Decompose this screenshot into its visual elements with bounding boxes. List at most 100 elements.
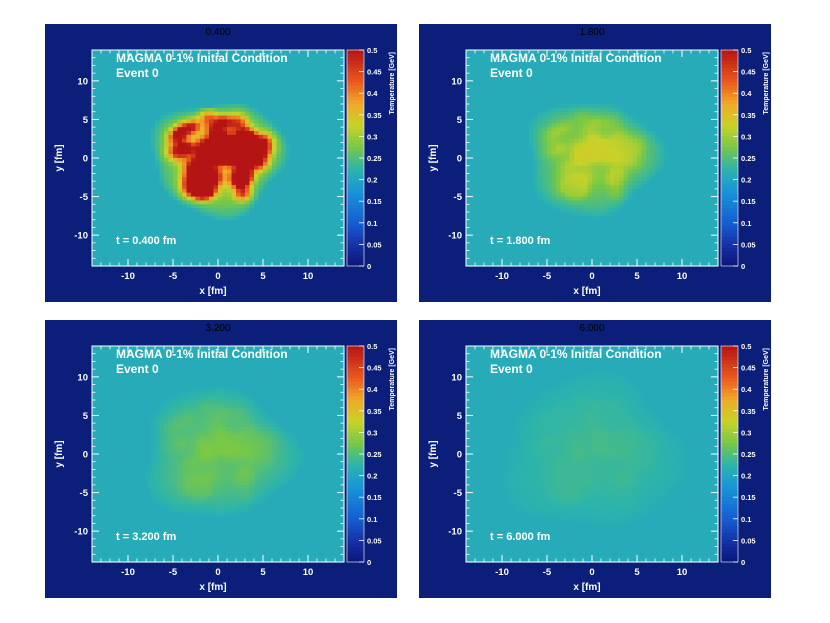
heatmap-cell [218, 146, 224, 151]
heatmap-cell [114, 235, 120, 240]
heatmap-cell [191, 173, 197, 178]
heatmap-cell [96, 119, 102, 124]
heatmap-cell [114, 69, 120, 74]
heatmap-cell [547, 239, 553, 244]
heatmap-cell [502, 131, 508, 136]
heatmap-cell [339, 146, 345, 151]
heatmap-cell [114, 142, 120, 148]
heatmap-cell [141, 73, 147, 78]
colorbar-segment [347, 248, 364, 253]
heatmap-cell [218, 69, 224, 74]
heatmap-cell [538, 150, 544, 155]
heatmap-cell [596, 61, 602, 67]
heatmap-cell [321, 127, 327, 132]
heatmap-cell [177, 154, 183, 159]
heatmap-cell [574, 196, 580, 202]
heatmap-cell [299, 107, 305, 113]
heatmap-cell [569, 150, 575, 155]
heatmap-cell [529, 200, 535, 205]
heatmap-cell [493, 242, 499, 248]
heatmap-cell [132, 173, 138, 178]
heatmap-cell [583, 57, 589, 63]
heatmap-cell [168, 188, 174, 194]
heatmap-cell [245, 50, 251, 55]
heatmap-cell [132, 227, 138, 232]
heatmap-cell [330, 204, 336, 209]
heatmap-cell [281, 100, 287, 105]
heatmap-cell [213, 177, 219, 182]
heatmap-cell [141, 119, 147, 124]
heatmap-cell [164, 146, 170, 151]
heatmap-cell [258, 208, 264, 213]
colorbar-tick-label: 0.1 [367, 219, 377, 228]
heatmap-cell [267, 250, 273, 256]
heatmap-cell [308, 231, 314, 236]
heatmap-cell [272, 161, 278, 167]
heatmap-cell [173, 127, 179, 132]
heatmap-cell [231, 185, 237, 190]
heatmap-cell [123, 127, 129, 132]
heatmap-cell [159, 92, 165, 97]
heatmap-cell [515, 53, 521, 59]
heatmap-cell [236, 127, 242, 132]
heatmap-cell [574, 258, 580, 263]
heatmap-cell [475, 65, 481, 70]
heatmap-cell [155, 158, 161, 163]
heatmap-cell [511, 258, 517, 263]
heatmap-cell [466, 254, 472, 259]
heatmap-cell [195, 208, 201, 213]
heatmap-cell [240, 123, 246, 128]
heatmap-cell [263, 208, 269, 213]
heatmap-cell [565, 154, 571, 159]
heatmap-cell [245, 192, 251, 198]
heatmap-cell [236, 173, 242, 178]
heatmap-cell [137, 177, 143, 182]
heatmap-cell [511, 142, 517, 148]
heatmap-cell [578, 158, 584, 163]
colorbar-segment [347, 50, 364, 55]
heatmap-cell [204, 223, 210, 229]
heatmap-cell [101, 88, 107, 94]
heatmap-cell [299, 104, 305, 109]
heatmap-cell [186, 119, 192, 124]
heatmap-cell [542, 73, 548, 78]
heatmap-cell [299, 69, 305, 74]
heatmap-cell [326, 69, 332, 74]
heatmap-cell [502, 161, 508, 167]
heatmap-cell [222, 239, 228, 244]
heatmap-cell [290, 100, 296, 105]
heatmap-cell [96, 111, 102, 117]
heatmap-cell [335, 200, 341, 205]
heatmap-cell [574, 107, 580, 113]
heatmap-cell [281, 239, 287, 244]
heatmap-cell [177, 65, 183, 70]
heatmap-cell [200, 131, 206, 136]
heatmap-cell [506, 200, 512, 205]
heatmap-cell [326, 158, 332, 163]
heatmap-cell [587, 242, 593, 248]
heatmap-cell [209, 188, 215, 194]
heatmap-cell [123, 158, 129, 163]
heatmap-cell [312, 250, 318, 256]
heatmap-cell [200, 92, 206, 97]
heatmap-cell [146, 88, 152, 94]
colorbar-segment [347, 237, 364, 242]
heatmap-cell [159, 80, 165, 86]
heatmap-cell [110, 57, 116, 63]
heatmap-cell [479, 154, 485, 159]
heatmap-cell [308, 115, 314, 121]
heatmap-cell [119, 169, 125, 175]
heatmap-cell [574, 84, 580, 90]
heatmap-cell [101, 246, 107, 252]
heatmap-cell [186, 107, 192, 113]
heatmap-cell [173, 169, 179, 175]
heatmap-cell [335, 161, 341, 167]
heatmap-cell [146, 53, 152, 59]
heatmap-cell [308, 188, 314, 194]
heatmap-cell [249, 111, 255, 117]
heatmap-cell [227, 77, 233, 82]
heatmap-cell [141, 77, 147, 82]
heatmap-cell [547, 77, 553, 82]
heatmap-cell [164, 212, 170, 217]
heatmap-cell [141, 212, 147, 217]
